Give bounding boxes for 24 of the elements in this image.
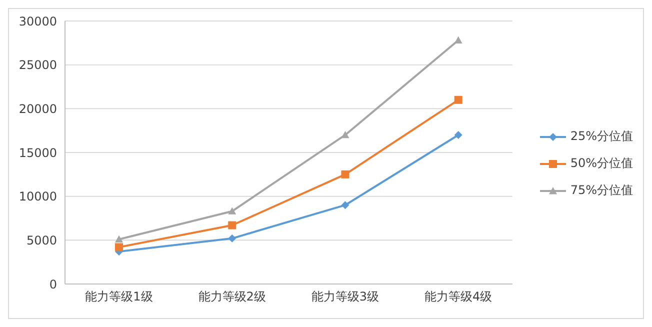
y-tick-label: 5000 — [26, 233, 57, 248]
point — [454, 96, 462, 104]
legend-label: 50%分位值 — [570, 155, 633, 172]
x-tick-label: 能力等级3级 — [311, 290, 380, 304]
point — [228, 207, 236, 214]
legend-label: 75%分位值 — [570, 182, 633, 199]
point — [341, 170, 350, 178]
x-tick-label: 能力等级1级 — [85, 290, 153, 304]
legend-label: 25%分位值 — [570, 128, 633, 145]
y-tick-label: 30000 — [18, 14, 57, 28]
x-tick-label: 能力等级2级 — [198, 290, 266, 304]
point — [228, 234, 236, 242]
point — [115, 243, 123, 252]
point — [341, 130, 350, 138]
y-tick-label: 25000 — [18, 58, 57, 72]
y-tick-label: 20000 — [18, 102, 57, 116]
point — [341, 201, 350, 210]
y-tick-label: 10000 — [18, 190, 57, 204]
y-tick-label: 15000 — [18, 146, 57, 160]
y-tick-label: 0 — [49, 277, 57, 292]
x-tick-label: 能力等级4级 — [424, 290, 492, 304]
point — [115, 235, 123, 242]
point — [228, 221, 236, 230]
point — [454, 130, 462, 139]
